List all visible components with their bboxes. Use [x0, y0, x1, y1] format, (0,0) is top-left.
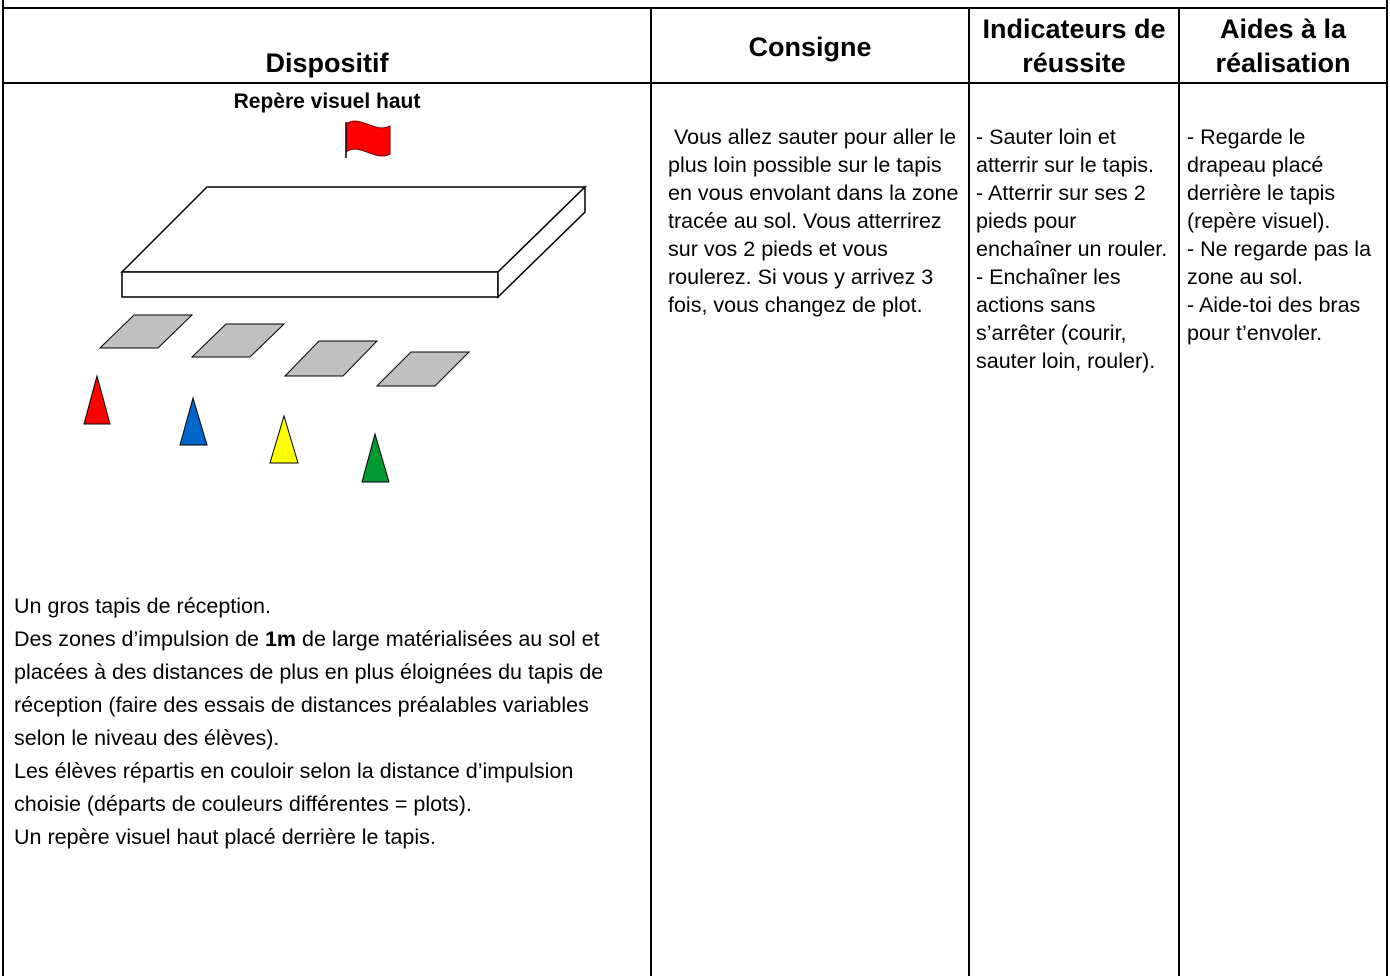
list-item: - Ne regarde pas la zone au sol. — [1187, 237, 1378, 289]
border — [2, 0, 4, 976]
list-item: - Enchaîner les actions sans s’arrêter (… — [976, 265, 1156, 373]
list-item: - Atterrir sur ses 2 pieds pour enchaîne… — [976, 181, 1168, 261]
zone — [98, 314, 194, 349]
consigne-text: Vous allez sauter pour aller le plus loi… — [668, 125, 965, 317]
border — [2, 82, 1388, 84]
mat-front — [121, 271, 499, 298]
text-segment: Des zones d’impulsion de — [14, 627, 265, 651]
paragraph: Un repère visuel haut placé derrière le … — [14, 821, 644, 854]
list-item: - Regarde le drapeau placé derrière le t… — [1187, 125, 1342, 233]
cone — [83, 374, 111, 425]
text-segment: 1m — [264, 627, 297, 651]
header-cell: Indicateurs de réussite — [982, 14, 1166, 78]
paragraph: Un gros tapis de réception. — [14, 590, 644, 623]
cone — [179, 396, 208, 446]
header-cell: Aides à la réalisation — [1215, 14, 1351, 78]
text-segment: de large matérialisées au sol et placées… — [14, 627, 610, 750]
aides-text: - Regarde le drapeau placé derrière le t… — [1187, 123, 1383, 347]
zone — [375, 351, 471, 387]
cone — [361, 432, 390, 483]
zone — [283, 340, 379, 377]
text-segment: Un gros tapis de réception. — [14, 594, 271, 618]
border — [968, 7, 970, 976]
figure-label: Repère visuel haut — [233, 90, 421, 113]
border — [2, 7, 1388, 9]
text-segment: Les élèves répartis en couloir selon la … — [14, 759, 580, 816]
list-item: - Sauter loin et atterrir sur le tapis. — [976, 125, 1155, 177]
mat-side — [497, 185, 586, 299]
border — [1386, 0, 1388, 976]
header-cell: Dispositif — [265, 48, 389, 78]
border — [650, 7, 652, 976]
border — [1178, 7, 1180, 976]
zone — [190, 323, 286, 358]
cone — [269, 414, 299, 464]
paragraph: Les élèves répartis en couloir selon la … — [14, 755, 644, 821]
header-cell: Consigne — [748, 32, 872, 62]
dispositif-text: Un gros tapis de réception. Des zones d’i… — [14, 590, 644, 854]
paragraph: Des zones d’impulsion de 1m de large mat… — [14, 623, 644, 755]
list-item: - Aide-toi des bras pour t’envoler. — [1187, 293, 1367, 345]
diagram — [83, 120, 587, 483]
flag — [345, 120, 391, 157]
indicateurs-text: - Sauter loin et atterrir sur le tapis. -… — [976, 123, 1172, 375]
text-segment: Un repère visuel haut placé derrière le … — [14, 825, 436, 849]
